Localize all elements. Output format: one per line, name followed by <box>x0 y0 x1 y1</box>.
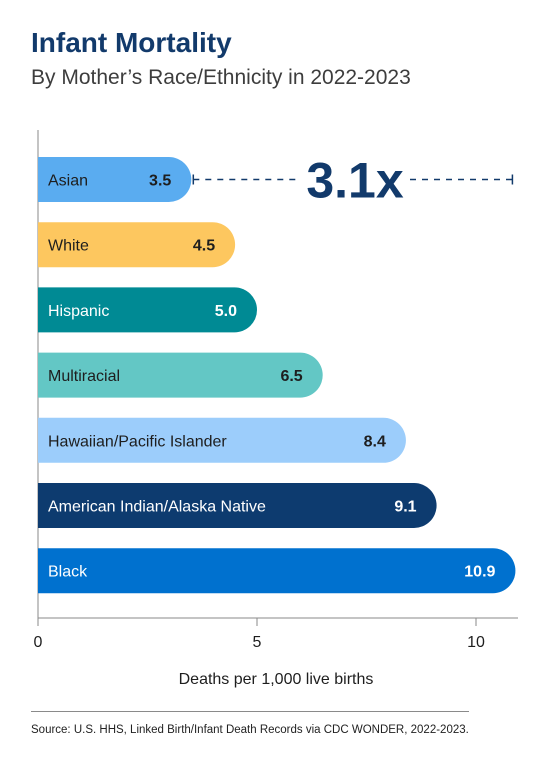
bar-category-label: American Indian/Alaska Native <box>48 499 266 516</box>
bar-american-indian-alaska-native <box>38 483 437 528</box>
bar-value-label: 10.9 <box>464 564 495 581</box>
chart-title: Infant Mortality <box>31 27 232 58</box>
bar-category-label: Asian <box>48 173 88 190</box>
bar-value-label: 8.4 <box>364 433 386 450</box>
source-note: Source: U.S. HHS, Linked Birth/Infant De… <box>31 724 469 736</box>
bar-category-label: White <box>48 238 89 255</box>
bar-value-label: 5.0 <box>215 303 237 320</box>
bar-value-label: 9.1 <box>394 499 416 516</box>
bar-white <box>38 222 236 268</box>
bar-value-label: 3.5 <box>149 173 171 190</box>
bar-value-label: 4.5 <box>193 238 215 255</box>
x-tick-label: 5 <box>253 634 262 651</box>
bar-category-label: Hawaiian/Pacific Islander <box>48 433 227 450</box>
source-divider <box>31 711 469 712</box>
callout-multiplier: 3.1x <box>306 153 404 209</box>
bar-category-label: Black <box>48 564 88 581</box>
bar-black <box>38 548 516 594</box>
bar-category-label: Multiracial <box>48 368 120 385</box>
bar-value-label: 6.5 <box>280 368 302 385</box>
x-tick-label: 0 <box>34 634 43 651</box>
bar-hawaiian-pacific-islander <box>38 417 406 463</box>
x-tick-label: 10 <box>467 634 485 651</box>
bar-hispanic <box>38 287 257 333</box>
x-axis-label: Deaths per 1,000 live births <box>179 671 374 688</box>
bar-category-label: Hispanic <box>48 303 109 320</box>
bar-multiracial <box>38 352 323 398</box>
bar-asian <box>38 157 192 202</box>
chart-subtitle: By Mother’s Race/Ethnicity in 2022-2023 <box>31 66 411 89</box>
